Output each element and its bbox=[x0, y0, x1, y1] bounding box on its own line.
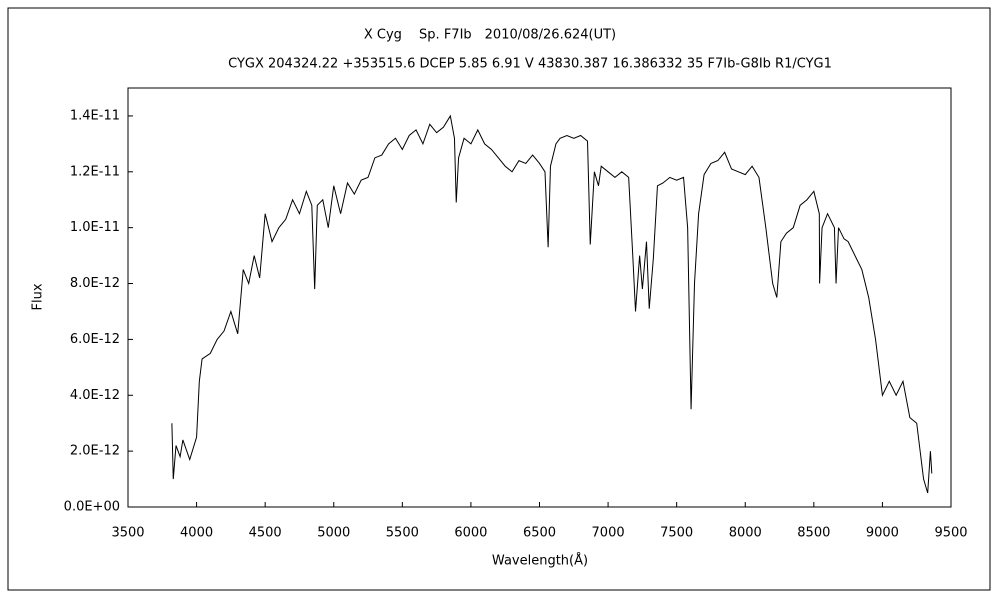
y-tick-label: 6.0E-12 bbox=[70, 332, 120, 347]
x-tick-label: 6000 bbox=[454, 526, 487, 541]
x-tick-label: 8500 bbox=[797, 526, 830, 541]
x-tick-label: 8000 bbox=[729, 526, 762, 541]
y-tick-label: 2.0E-12 bbox=[70, 444, 120, 459]
x-tick-label: 7500 bbox=[660, 526, 693, 541]
x-tick-label: 4000 bbox=[180, 526, 213, 541]
y-tick-label: 0.0E+00 bbox=[64, 500, 120, 515]
x-tick-label: 7000 bbox=[592, 526, 625, 541]
y-tick-label: 1.2E-11 bbox=[70, 164, 120, 179]
y-tick-label: 8.0E-12 bbox=[70, 276, 120, 291]
x-tick-label: 5500 bbox=[386, 526, 419, 541]
y-axis-label: Flux bbox=[31, 283, 46, 310]
x-tick-label: 5000 bbox=[317, 526, 350, 541]
spectrum-line bbox=[171, 114, 933, 494]
chart-border bbox=[7, 7, 991, 591]
x-tick-label: 9500 bbox=[934, 526, 967, 541]
x-tick-label: 9000 bbox=[866, 526, 899, 541]
y-tick-label: 4.0E-12 bbox=[70, 388, 120, 403]
chart-title: X Cyg Sp. F7Ib 2010/08/26.624(UT) bbox=[364, 28, 616, 43]
x-tick-label: 6500 bbox=[523, 526, 556, 541]
chart-subtitle: CYGX 204324.22 +353515.6 DCEP 5.85 6.91 … bbox=[228, 57, 832, 72]
y-tick-label: 1.4E-11 bbox=[70, 108, 120, 123]
x-tick-label: 3500 bbox=[111, 526, 144, 541]
x-axis-label: Wavelength(Å) bbox=[492, 553, 588, 569]
y-tick-label: 1.0E-11 bbox=[70, 220, 120, 235]
x-tick-label: 4500 bbox=[249, 526, 282, 541]
